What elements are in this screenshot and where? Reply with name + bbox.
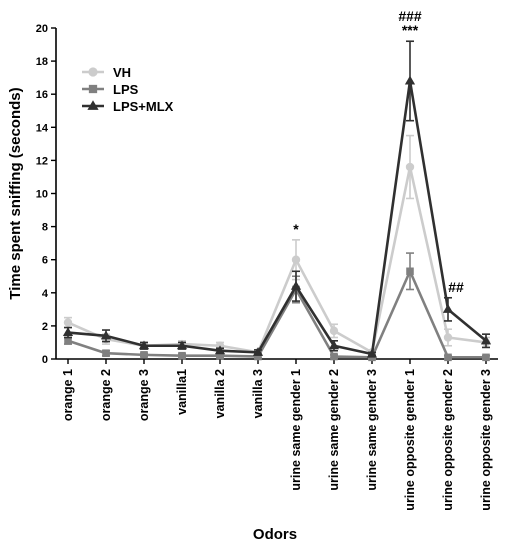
data-point	[63, 318, 73, 327]
x-tick-label: urine opposite gender 1	[403, 369, 417, 511]
legend-marker	[88, 84, 98, 94]
data-point	[140, 351, 148, 359]
y-tick-label: 10	[36, 189, 48, 201]
legend-marker	[88, 67, 98, 77]
significance-marker: ***	[402, 22, 419, 38]
x-tick-label: vanilla 2	[213, 369, 227, 418]
data-point	[64, 337, 72, 345]
data-point	[252, 347, 264, 356]
y-tick-label: 20	[36, 23, 48, 35]
data-point	[176, 340, 188, 350]
y-ticks: 0 2 4 6 8 10 12 14 16 18 20	[36, 23, 56, 366]
y-tick-label: 0	[42, 354, 48, 366]
series-line	[67, 269, 486, 359]
data-point	[366, 348, 378, 358]
data-point	[480, 335, 492, 345]
legend-item: LPS	[82, 82, 139, 97]
y-tick-label: 2	[42, 321, 48, 333]
data-point	[214, 345, 226, 355]
data-point	[102, 349, 110, 357]
x-tick-label: vanilla1	[175, 369, 189, 415]
legend-item: VH	[82, 65, 131, 80]
data-point	[444, 353, 452, 362]
legend-marker	[87, 100, 99, 110]
x-tick-label: vanilla 3	[251, 369, 265, 418]
x-tick-label: urine same gender 3	[365, 369, 379, 491]
x-tick-label: orange 1	[61, 369, 75, 421]
x-tick-label: urine same gender 2	[327, 369, 341, 491]
series-line	[67, 79, 487, 356]
significance-marker: ##	[448, 279, 464, 295]
data-point	[62, 327, 74, 337]
data-point	[138, 340, 150, 350]
y-tick-label: 12	[36, 155, 48, 167]
annotations: ****#####	[293, 8, 464, 295]
series-layer	[62, 40, 492, 362]
data-point	[254, 352, 262, 361]
data-point	[290, 280, 302, 290]
y-tick-label: 14	[36, 122, 49, 134]
y-tick-label: 16	[36, 89, 48, 101]
significance-marker: *	[293, 221, 299, 237]
data-point	[178, 351, 186, 360]
y-tick-label: 4	[42, 288, 49, 300]
series-lps-mlx	[62, 40, 492, 358]
data-point	[405, 162, 415, 172]
x-tick-label: urine opposite gender 3	[479, 369, 493, 511]
legend-label: LPS	[113, 82, 139, 97]
data-point	[216, 351, 224, 360]
data-point	[442, 304, 454, 313]
x-tick-label: urine opposite gender 2	[441, 369, 455, 511]
y-tick-label: 8	[42, 222, 48, 234]
data-point	[443, 333, 453, 342]
significance-marker: ###	[398, 8, 422, 24]
x-ticks: orange 1 orange 2 orange 3 vanilla1 vanilla …	[61, 359, 493, 511]
x-tick-label: urine same gender 1	[289, 369, 303, 491]
y-tick-label: 6	[42, 255, 48, 267]
legend-item: LPS+MLX	[82, 99, 174, 114]
y-tick-label: 18	[36, 56, 48, 68]
data-point	[482, 353, 490, 362]
legend-label: LPS+MLX	[113, 99, 174, 114]
data-point	[100, 330, 112, 340]
data-point	[404, 75, 416, 85]
y-axis-title: Time spent sniffing (seconds)	[7, 87, 24, 299]
legend-label: VH	[113, 65, 131, 80]
data-point	[328, 340, 340, 350]
data-point	[329, 326, 339, 336]
x-tick-label: orange 2	[99, 369, 113, 421]
data-point	[291, 255, 301, 264]
legend: VH LPS LPS+MLX	[82, 65, 174, 114]
data-point	[406, 267, 414, 276]
x-tick-label: orange 3	[137, 369, 151, 421]
x-axis-title: Odors	[253, 526, 297, 543]
data-point	[330, 352, 338, 361]
